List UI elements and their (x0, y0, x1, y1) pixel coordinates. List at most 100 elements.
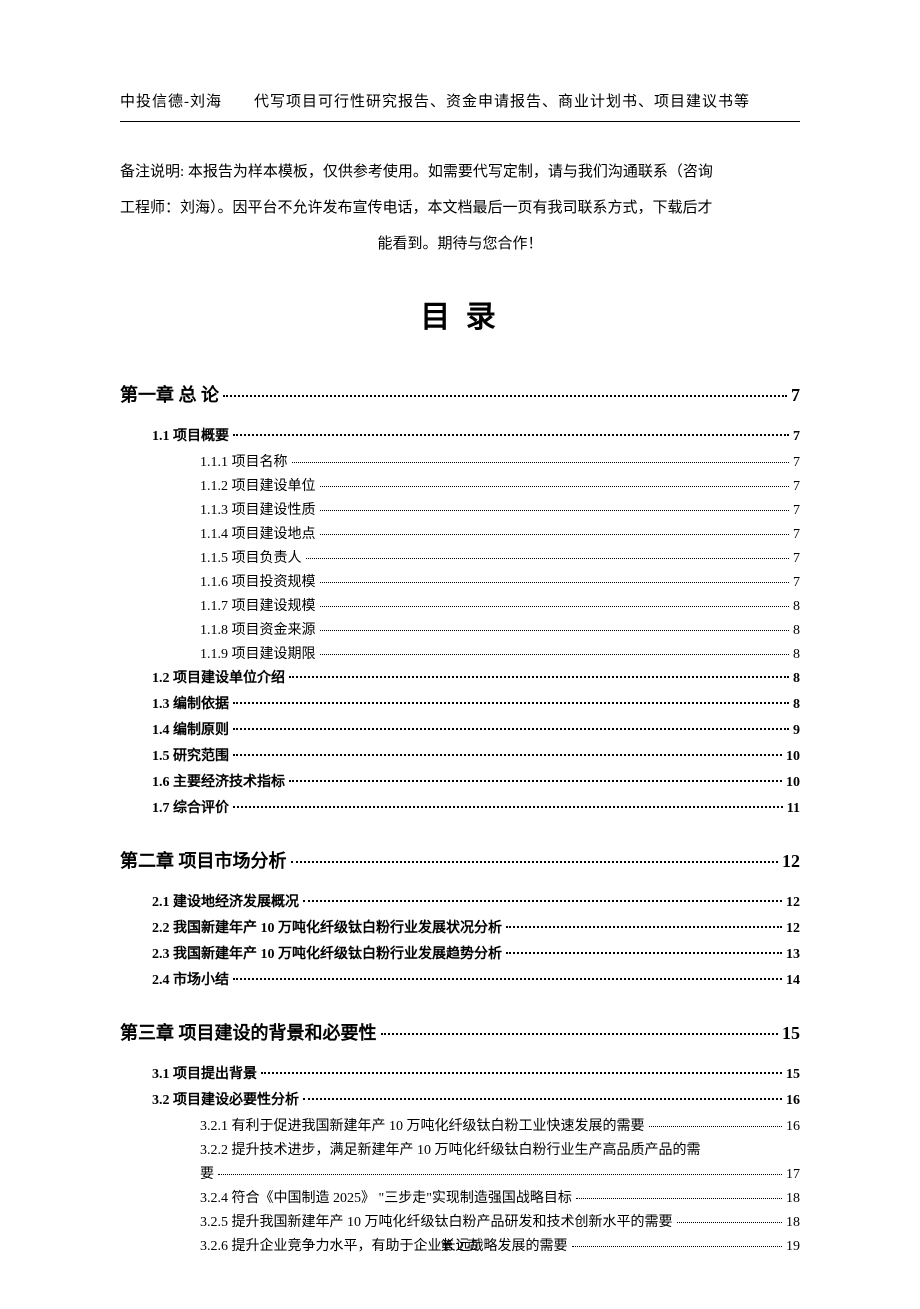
note-line-1: 备注说明: 本报告为样本模板，仅供参考使用。如需要代写定制，请与我们沟通联系（咨… (120, 154, 800, 190)
toc-section-1-4[interactable]: 1.4 编制原则 9 (152, 719, 800, 739)
toc-leader (292, 462, 790, 463)
toc-page: 7 (793, 503, 800, 519)
toc-page: 12 (782, 851, 800, 872)
toc-page: 9 (793, 723, 800, 739)
toc-leader (289, 780, 782, 782)
toc-section-1-2[interactable]: 1.2 项目建设单位介绍 8 (152, 667, 800, 687)
toc-page: 8 (793, 623, 800, 639)
toc-label: 2.2 我国新建年产 10 万吨化纤级钛白粉行业发展状况分析 (152, 917, 502, 937)
toc-label: 2.3 我国新建年产 10 万吨化纤级钛白粉行业发展趋势分析 (152, 943, 502, 963)
toc-sub-3-2-5[interactable]: 3.2.5 提升我国新建年产 10 万吨化纤级钛白粉产品研发和技术创新水平的需要… (200, 1211, 800, 1231)
toc-section-1-7[interactable]: 1.7 综合评价 11 (152, 797, 800, 817)
toc-sub-1-1-8[interactable]: 1.1.8 项目资金来源 8 (200, 619, 800, 639)
toc-page: 16 (786, 1093, 800, 1109)
note-line-2: 工程师：刘海）。因平台不允许发布宣传电话，本文档最后一页有我司联系方式，下载后才 (120, 190, 800, 226)
page-footer: 第 2 页 (0, 1235, 920, 1254)
toc-page: 10 (786, 775, 800, 791)
toc-section-2-2[interactable]: 2.2 我国新建年产 10 万吨化纤级钛白粉行业发展状况分析 12 (152, 917, 800, 937)
toc-leader (320, 654, 790, 655)
toc-label: 3.2.4 符合《中国制造 2025》 "三步走"实现制造强国战略目标 (200, 1187, 572, 1207)
toc-label: 1.1 项目概要 (152, 425, 229, 445)
toc-page: 8 (793, 647, 800, 663)
toc-label: 第三章 项目建设的背景和必要性 (120, 1019, 377, 1045)
page-header: 中投信德-刘海 代写项目可行性研究报告、资金申请报告、商业计划书、项目建议书等 (120, 90, 800, 122)
toc-leader (291, 861, 779, 863)
toc-page: 8 (793, 599, 800, 615)
toc-leader (320, 630, 790, 631)
toc-section-1-1[interactable]: 1.1 项目概要 7 (152, 425, 800, 445)
toc-chapter-3[interactable]: 第三章 项目建设的背景和必要性 15 (120, 1019, 800, 1045)
toc-page: 7 (793, 575, 800, 591)
toc-label: 1.1.5 项目负责人 (200, 547, 302, 567)
toc-leader (233, 728, 789, 730)
toc-leader (233, 806, 783, 808)
toc-title: 目 录 (120, 292, 800, 336)
table-of-contents: 第一章 总 论 7 1.1 项目概要 7 1.1.1 项目名称 7 1.1.2 … (120, 381, 800, 1255)
toc-leader (381, 1033, 779, 1035)
note-line-3: 能看到。期待与您合作！ (120, 226, 800, 262)
toc-section-1-5[interactable]: 1.5 研究范围 10 (152, 745, 800, 765)
toc-label: 第一章 总 论 (120, 381, 219, 407)
toc-section-1-6[interactable]: 1.6 主要经济技术指标 10 (152, 771, 800, 791)
toc-leader (233, 978, 782, 980)
toc-page: 8 (793, 671, 800, 687)
toc-label: 2.1 建设地经济发展概况 (152, 891, 299, 911)
toc-sub-3-2-1[interactable]: 3.2.1 有利于促进我国新建年产 10 万吨化纤级钛白粉工业快速发展的需要 1… (200, 1115, 800, 1135)
toc-label: 1.1.8 项目资金来源 (200, 619, 316, 639)
toc-label: 3.2 项目建设必要性分析 (152, 1089, 299, 1109)
toc-sub-3-2-2[interactable]: 3.2.2 提升技术进步，满足新建年产 10 万吨化纤级钛白粉行业生产高品质产品… (200, 1139, 800, 1183)
toc-label: 3.2.5 提升我国新建年产 10 万吨化纤级钛白粉产品研发和技术创新水平的需要 (200, 1211, 673, 1231)
toc-page: 16 (786, 1119, 800, 1135)
toc-sub-1-1-2[interactable]: 1.1.2 项目建设单位 7 (200, 475, 800, 495)
toc-sub-1-1-3[interactable]: 1.1.3 项目建设性质 7 (200, 499, 800, 519)
toc-page: 14 (786, 973, 800, 989)
toc-label: 3.1 项目提出背景 (152, 1063, 257, 1083)
toc-section-3-2[interactable]: 3.2 项目建设必要性分析 16 (152, 1089, 800, 1109)
toc-sub-1-1-4[interactable]: 1.1.4 项目建设地点 7 (200, 523, 800, 543)
toc-label: 1.4 编制原则 (152, 719, 229, 739)
toc-leader (320, 510, 790, 511)
toc-section-2-3[interactable]: 2.3 我国新建年产 10 万吨化纤级钛白粉行业发展趋势分析 13 (152, 943, 800, 963)
toc-leader (506, 952, 782, 954)
toc-sub-1-1-5[interactable]: 1.1.5 项目负责人 7 (200, 547, 800, 567)
toc-page: 7 (793, 551, 800, 567)
toc-sub-1-1-7[interactable]: 1.1.7 项目建设规模 8 (200, 595, 800, 615)
note-block: 备注说明: 本报告为样本模板，仅供参考使用。如需要代写定制，请与我们沟通联系（咨… (120, 154, 800, 262)
toc-leader (576, 1198, 782, 1199)
toc-page: 7 (793, 527, 800, 543)
toc-label: 1.6 主要经济技术指标 (152, 771, 285, 791)
toc-label: 1.1.3 项目建设性质 (200, 499, 316, 519)
toc-section-2-1[interactable]: 2.1 建设地经济发展概况 12 (152, 891, 800, 911)
toc-page: 8 (793, 697, 800, 713)
toc-page: 7 (793, 479, 800, 495)
toc-leader (320, 534, 790, 535)
toc-page: 7 (793, 429, 800, 445)
toc-chapter-1[interactable]: 第一章 总 论 7 (120, 381, 800, 407)
toc-leader (233, 754, 782, 756)
toc-label: 1.5 研究范围 (152, 745, 229, 765)
toc-sub-3-2-4[interactable]: 3.2.4 符合《中国制造 2025》 "三步走"实现制造强国战略目标 18 (200, 1187, 800, 1207)
toc-label: 第二章 项目市场分析 (120, 847, 287, 873)
toc-leader (223, 395, 787, 397)
toc-label: 1.7 综合评价 (152, 797, 229, 817)
toc-page: 11 (787, 801, 800, 817)
toc-label: 1.1.7 项目建设规模 (200, 595, 316, 615)
toc-leader (261, 1072, 782, 1074)
toc-leader (506, 926, 782, 928)
toc-page: 18 (786, 1191, 800, 1207)
toc-section-2-4[interactable]: 2.4 市场小结 14 (152, 969, 800, 989)
toc-label: 1.1.2 项目建设单位 (200, 475, 316, 495)
toc-page: 15 (786, 1067, 800, 1083)
toc-sub-1-1-6[interactable]: 1.1.6 项目投资规模 7 (200, 571, 800, 591)
toc-page: 13 (786, 947, 800, 963)
toc-chapter-2[interactable]: 第二章 项目市场分析 12 (120, 847, 800, 873)
toc-sub-1-1-9[interactable]: 1.1.9 项目建设期限 8 (200, 643, 800, 663)
toc-leader (233, 702, 789, 704)
toc-section-1-3[interactable]: 1.3 编制依据 8 (152, 693, 800, 713)
toc-page: 15 (782, 1023, 800, 1044)
toc-section-3-1[interactable]: 3.1 项目提出背景 15 (152, 1063, 800, 1083)
toc-label: 1.1.1 项目名称 (200, 451, 288, 471)
toc-leader (649, 1126, 783, 1127)
toc-sub-1-1-1[interactable]: 1.1.1 项目名称 7 (200, 451, 800, 471)
toc-page: 12 (786, 921, 800, 937)
